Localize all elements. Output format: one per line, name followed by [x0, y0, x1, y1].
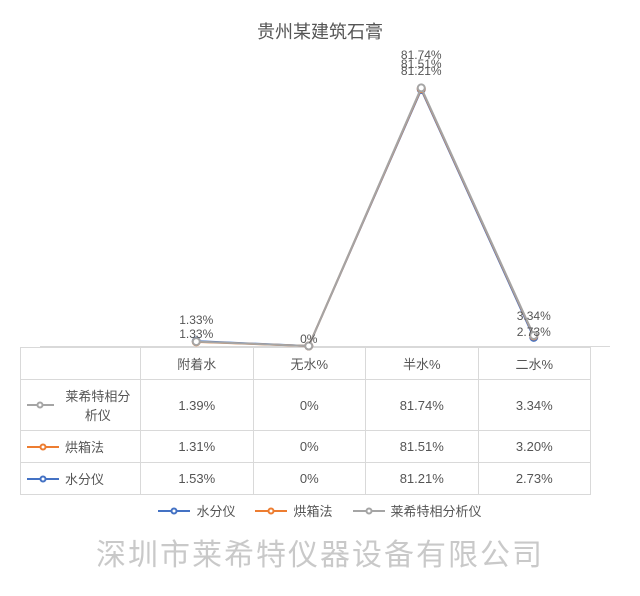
chart-title: 贵州某建筑石膏 [10, 0, 630, 46]
point-label: 0% [300, 332, 317, 346]
table-header-row: 附着水无水%半水%二水% [21, 348, 591, 380]
legend-item: 莱希特相分析仪 [353, 501, 482, 520]
table-corner-cell [21, 348, 141, 380]
table-cell: 81.51% [366, 431, 479, 463]
table-cell: 1.53% [141, 463, 254, 495]
table-column-header: 无水% [253, 348, 366, 380]
table-row-header: 水分仪 [21, 463, 141, 495]
legend-item: 烘箱法 [255, 501, 332, 520]
chart-legend: 水分仪 烘箱法 莱希特相分析仪 [10, 501, 630, 520]
table-cell: 0% [253, 380, 366, 431]
legend-label: 烘箱法 [293, 501, 332, 520]
point-label: 3.34% [517, 309, 551, 323]
data-table: 附着水无水%半水%二水%莱希特相分析仪1.39%0%81.74%3.34%烘箱法… [20, 347, 591, 495]
watermark-text: 深圳市莱希特仪器设备有限公司 [96, 530, 544, 574]
series-name-label: 莱希特相分析仪 [60, 386, 136, 424]
chart-container: 贵州某建筑石膏 1.33%1.33%0%81.74%81.51%81.21%3.… [10, 0, 630, 460]
table-cell: 3.20% [478, 431, 591, 463]
chart-svg [40, 46, 610, 346]
table-row-header: 莱希特相分析仪 [21, 380, 141, 431]
table-cell: 0% [253, 431, 366, 463]
legend-item: 水分仪 [158, 501, 235, 520]
table-column-header: 附着水 [141, 348, 254, 380]
table-row: 水分仪 1.53%0%81.21%2.73% [21, 463, 591, 495]
series-name-label: 烘箱法 [65, 437, 104, 456]
table-row: 莱希特相分析仪1.39%0%81.74%3.34% [21, 380, 591, 431]
point-label: 81.21% [401, 64, 442, 78]
table-cell: 2.73% [478, 463, 591, 495]
legend-label: 莱希特相分析仪 [391, 501, 482, 520]
table-cell: 3.34% [478, 380, 591, 431]
point-label: 1.33% [179, 313, 213, 327]
table-cell: 0% [253, 463, 366, 495]
table-row: 烘箱法 1.31%0%81.51%3.20% [21, 431, 591, 463]
legend-label: 水分仪 [196, 501, 235, 520]
series-name-label: 水分仪 [65, 469, 104, 488]
point-label: 2.73% [517, 325, 551, 339]
chart-plot-area: 1.33%1.33%0%81.74%81.51%81.21%3.34%2.73% [40, 46, 610, 347]
table-cell: 81.21% [366, 463, 479, 495]
table-column-header: 二水% [478, 348, 591, 380]
table-column-header: 半水% [366, 348, 479, 380]
table-cell: 1.31% [141, 431, 254, 463]
point-label: 1.33% [179, 327, 213, 341]
table-row-header: 烘箱法 [21, 431, 141, 463]
table-cell: 81.74% [366, 380, 479, 431]
table-cell: 1.39% [141, 380, 254, 431]
